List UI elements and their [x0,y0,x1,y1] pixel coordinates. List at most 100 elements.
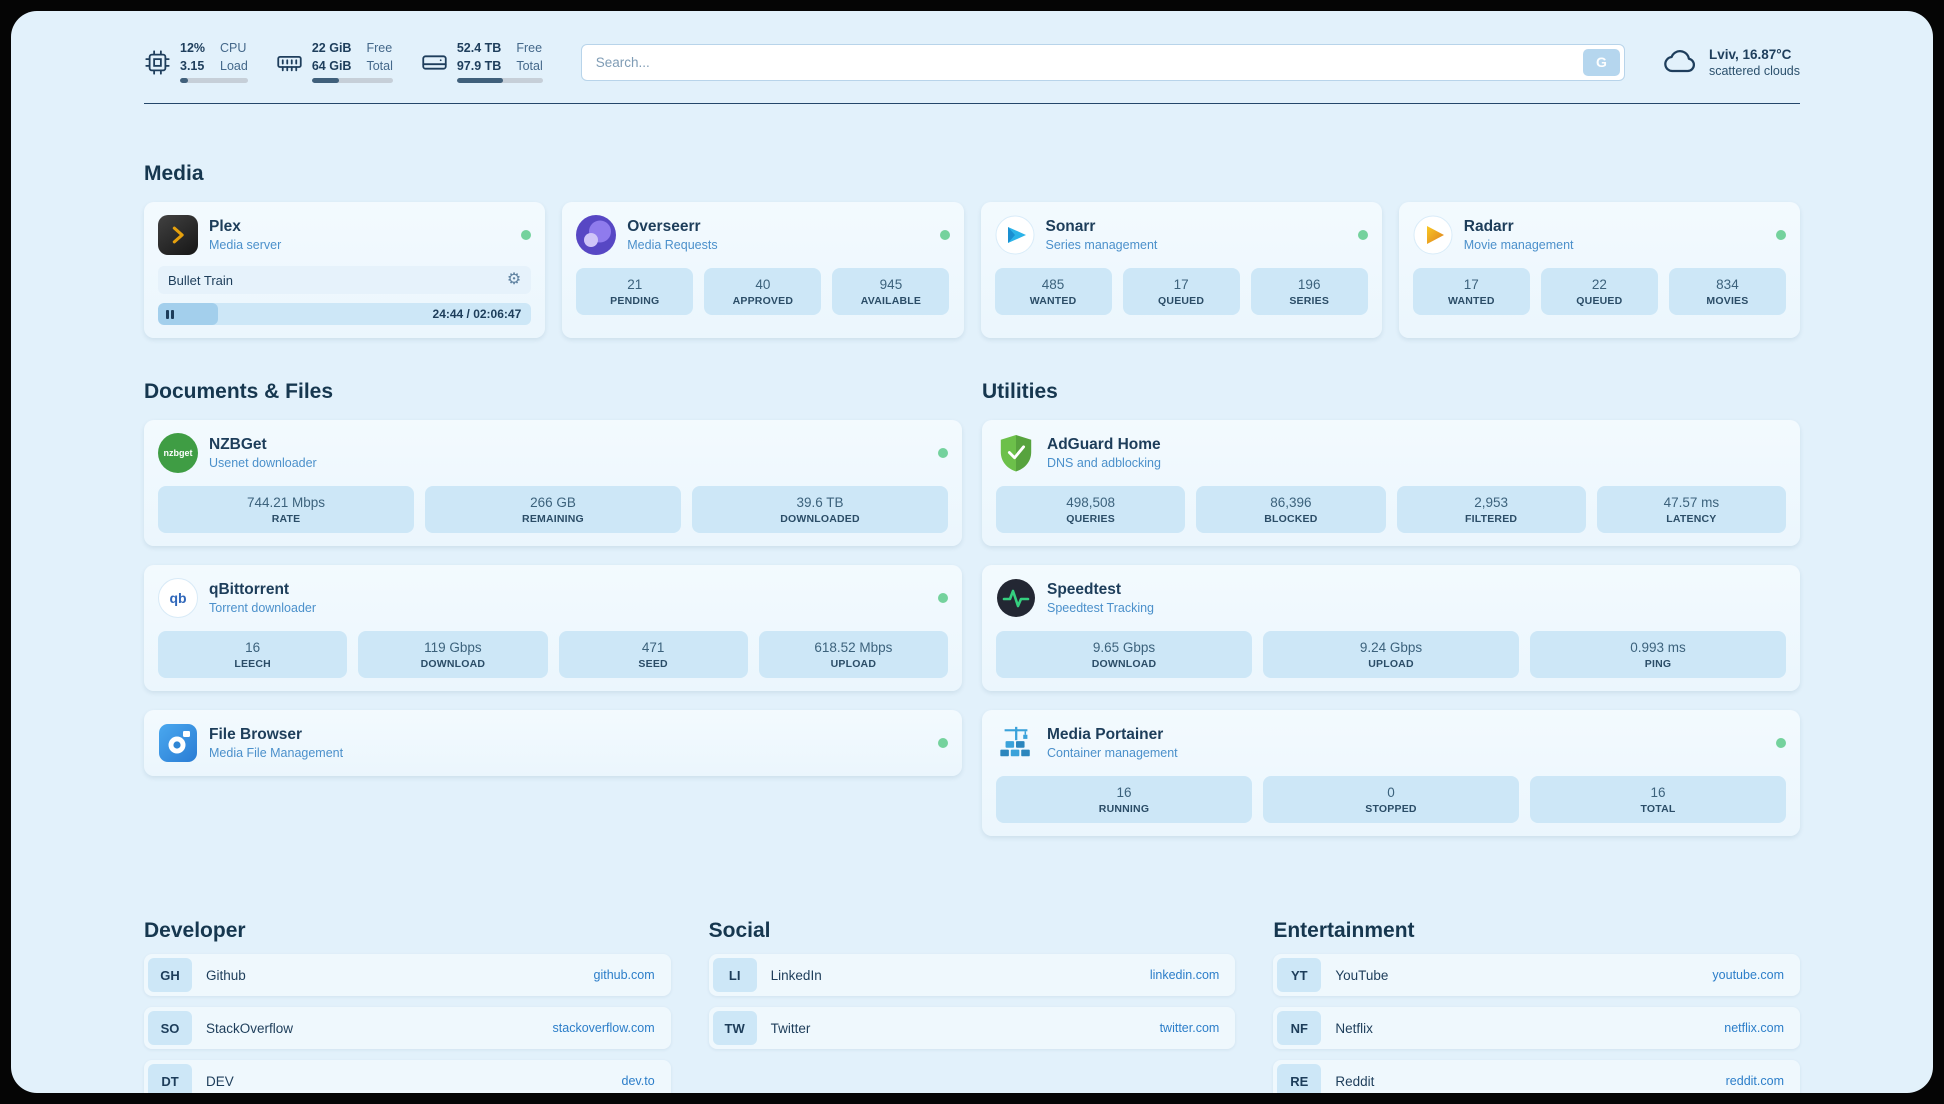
media-grid: Plex Media server Bullet Train ⚙ 24:44 /… [144,202,1800,339]
status-dot [938,593,948,604]
adguard-card[interactable]: AdGuard Home DNS and adblocking 498,508 … [982,420,1800,547]
bookmark-abbr: YT [1277,958,1322,993]
app-subtitle: Speedtest Tracking [1047,601,1155,616]
plex-card[interactable]: Plex Media server Bullet Train ⚙ 24:44 /… [144,202,546,339]
bookmark-name: LinkedIn [770,967,822,983]
disk-monitor: 52.4 TB 97.9 TB Free Total [421,41,543,84]
ram-free-label: Free [366,41,393,55]
bookmark-reddit[interactable]: RE Reddit reddit.com [1273,1060,1800,1093]
bookmark-stackoverflow[interactable]: SO StackOverflow stackoverflow.com [144,1007,671,1050]
section-title-developer: Developer [144,919,246,943]
weather-widget: Lviv, 16.87°C scattered clouds [1663,47,1800,78]
adguard-icon [996,433,1036,473]
status-dot [939,230,950,241]
pause-icon[interactable] [166,309,174,319]
dashboard-page: 12% 3.15 CPU Load [11,11,1933,1093]
header-divider [144,103,1800,105]
sonarr-card[interactable]: Sonarr Series management 485 WANTED 17 Q… [980,202,1382,339]
nzbget-icon: nzbget [158,433,198,474]
ram-free: 22 GiB [311,41,352,55]
filebrowser-card[interactable]: File Browser Media File Management [144,710,962,777]
stat-tile: 119 Gbps DOWNLOAD [358,631,548,679]
app-name: Overseerr [627,218,701,236]
search-engine-button[interactable]: G [1582,48,1620,76]
bookmark-twitter[interactable]: TW Twitter twitter.com [708,1007,1236,1050]
disk-total: 97.9 TB [456,58,502,73]
bookmark-netflix[interactable]: NF Netflix netflix.com [1273,1007,1800,1050]
bookmark-name: DEV [206,1073,234,1089]
stat-tile: 16 LEECH [158,631,348,679]
cpu-usage-bar [180,78,248,84]
sonarr-icon [995,215,1035,255]
speedtest-card[interactable]: Speedtest Speedtest Tracking 9.65 Gbps D… [982,565,1800,692]
topbar: 12% 3.15 CPU Load [144,41,1800,84]
overseerr-icon [576,215,617,256]
bookmark-abbr: TW [712,1011,757,1046]
stat-tile: 485 WANTED [994,268,1112,316]
bookmark-abbr: SO [148,1011,192,1046]
section-title-utilities: Utilities [982,380,1058,404]
status-dot [938,738,948,749]
app-name: NZBGet [209,436,267,454]
stat-tile: 16 TOTAL [1530,776,1786,824]
overseerr-card[interactable]: Overseerr Media Requests 21 PENDING 40 A… [562,202,964,339]
bookmark-url: youtube.com [1712,968,1784,983]
bookmark-url: linkedin.com [1149,968,1220,983]
stat-tile: 2,953 FILTERED [1396,486,1586,534]
developer-bookmarks: Developer GH Github github.com SO StackO… [144,919,671,1093]
bookmark-youtube[interactable]: YT YouTube youtube.com [1273,954,1800,997]
app-subtitle: Movie management [1463,238,1574,253]
disk-free: 52.4 TB [456,41,502,55]
app-name: Sonarr [1045,218,1096,236]
disk-total-label: Total [516,58,543,73]
cpu-load: 3.15 [180,58,205,73]
bookmark-name: Github [206,967,246,983]
status-dot [938,448,948,459]
playback-progress-bar[interactable]: 24:44 / 02:06:47 [158,303,532,326]
stat-tile: 0.993 ms PING [1530,631,1786,679]
portainer-card[interactable]: Media Portainer Container management 16 … [982,710,1800,837]
ram-usage-bar [311,78,393,84]
search-input[interactable] [580,43,1625,81]
qbittorrent-card[interactable]: qb qBittorrent Torrent downloader 16 LEE… [144,565,962,692]
bookmark-name: StackOverflow [206,1020,294,1036]
bookmark-name: Reddit [1335,1073,1375,1089]
app-subtitle: Torrent downloader [209,601,317,616]
bookmark-linkedin[interactable]: LI LinkedIn linkedin.com [708,954,1236,997]
app-name: File Browser [209,726,303,744]
bookmark-abbr: RE [1277,1064,1322,1093]
search-bar: G [580,43,1625,81]
stat-tile: 39.6 TB DOWNLOADED [692,486,948,534]
cpu-percent: 12% [180,41,206,55]
bookmark-name: Twitter [770,1020,811,1036]
stat-tile: 17 WANTED [1412,268,1530,316]
app-subtitle: Series management [1045,238,1158,253]
system-monitors: 12% 3.15 CPU Load [144,41,543,84]
bookmark-dev[interactable]: DT DEV dev.to [144,1060,671,1093]
utilities-column: Utilities AdGuard Home [982,380,1800,855]
cpu-monitor: 12% 3.15 CPU Load [144,41,248,84]
cpu-label: CPU [220,41,247,55]
section-title-entertainment: Entertainment [1273,919,1415,943]
nzbget-card[interactable]: nzbget NZBGet Usenet downloader 744.21 M… [144,420,962,547]
cpu-load-label: Load [220,58,248,73]
app-name: Media Portainer [1047,726,1164,744]
hard-drive-icon [421,49,448,76]
status-dot [1776,230,1786,241]
weather-location: Lviv, 16.87°C [1708,46,1792,62]
stat-tile: 17 QUEUED [1122,268,1240,316]
bookmark-github[interactable]: GH Github github.com [144,954,671,997]
app-name: Radarr [1463,218,1514,236]
plex-icon [158,215,198,256]
stat-tile: 86,396 BLOCKED [1196,486,1386,534]
bookmark-url: netflix.com [1724,1021,1784,1036]
stat-tile: 16 RUNNING [996,776,1252,824]
app-name: Speedtest [1047,581,1122,599]
stat-tile: 22 QUEUED [1540,268,1658,316]
app-subtitle: Media Requests [627,238,718,253]
app-subtitle: Media File Management [209,746,344,761]
radarr-card[interactable]: Radarr Movie management 17 WANTED 22 QUE… [1398,202,1800,339]
stat-tile: 9.24 Gbps UPLOAD [1263,631,1519,679]
gear-icon[interactable]: ⚙ [506,271,522,289]
qbittorrent-icon: qb [158,578,198,619]
